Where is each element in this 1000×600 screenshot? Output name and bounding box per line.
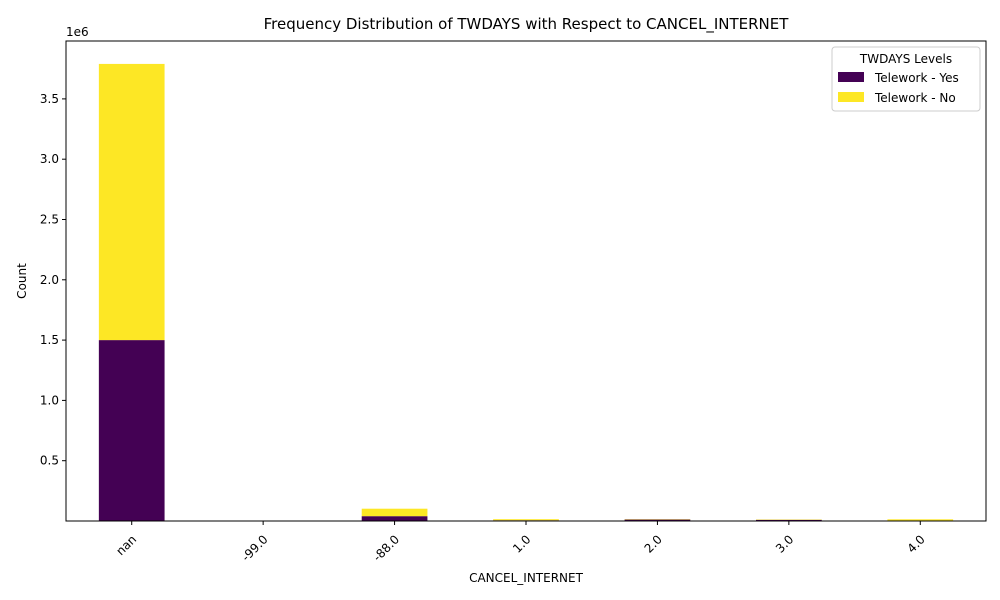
bar-no-3	[493, 519, 559, 521]
bar-yes-2	[361, 516, 428, 521]
y-axis: 0.5 1.0 1.5 2.0 2.5 3.0 3.5	[40, 92, 66, 468]
y-offset-label: 1e6	[66, 25, 89, 39]
legend-swatch-no	[838, 92, 864, 102]
legend-title: TWDAYS Levels	[859, 52, 952, 66]
legend-label-yes: Telework - Yes	[874, 71, 959, 85]
x-tick-label: 2.0	[642, 532, 665, 555]
x-tick-label: 4.0	[904, 532, 927, 555]
x-axis-label: CANCEL_INTERNET	[469, 571, 584, 585]
bar-no-6	[887, 519, 954, 521]
bars-group	[98, 63, 954, 521]
y-tick-label: 3.5	[40, 92, 59, 106]
bar-no-2	[361, 508, 428, 517]
x-tick-label: -99.0	[239, 532, 271, 564]
legend: TWDAYS Levels Telework - Yes Telework - …	[831, 46, 981, 112]
x-tick-label: 3.0	[773, 532, 796, 555]
bar-yes-4	[624, 519, 691, 521]
legend-swatch-yes	[838, 72, 864, 82]
plot-frame	[65, 40, 987, 522]
y-tick-label: 3.0	[40, 152, 59, 166]
chart-title: Frequency Distribution of TWDAYS with Re…	[264, 15, 790, 34]
x-axis: nan -99.0 -88.0 1.0 2.0 3.0 4.0	[113, 521, 928, 564]
y-tick-label: 2.5	[40, 212, 59, 226]
y-axis-label: Count	[15, 263, 29, 299]
y-tick-label: 1.0	[40, 393, 59, 407]
y-tick-label: 0.5	[40, 454, 59, 468]
legend-box	[831, 46, 981, 112]
legend-label-no: Telework - No	[874, 91, 956, 105]
bar-yes-5	[756, 519, 822, 521]
bar-no-0	[98, 63, 165, 341]
x-tick-label: nan	[113, 532, 139, 558]
x-tick-label: -88.0	[370, 532, 402, 564]
y-tick-label: 2.0	[40, 273, 59, 287]
bar-yes-0	[98, 340, 165, 521]
x-tick-label: 1.0	[510, 532, 533, 555]
y-tick-label: 1.5	[40, 333, 59, 347]
